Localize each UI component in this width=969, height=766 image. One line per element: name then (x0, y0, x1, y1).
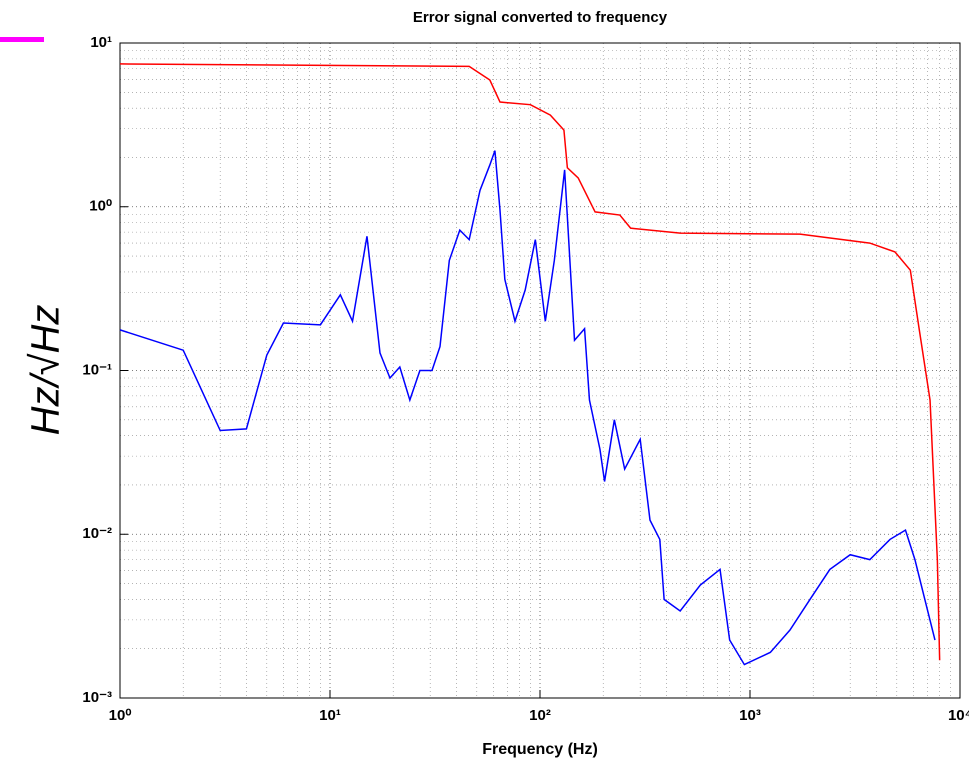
legend-fragment (0, 37, 44, 42)
y-tick-label: 10¹ (90, 34, 112, 51)
y-tick-label: 10⁰ (89, 198, 112, 215)
y-tick-label: 10⁻³ (82, 689, 112, 706)
y-tick-label: 10⁻² (82, 525, 112, 542)
plot-frame (119, 42, 961, 699)
x-axis-label: Frequency (Hz) (482, 741, 598, 758)
x-tick-label: 10⁴ (948, 707, 969, 724)
y-axis-label: Hz/√Hz (24, 305, 68, 436)
x-tick-label: 10¹ (319, 707, 341, 724)
data-line (119, 63, 941, 661)
y-tick-label: 10⁻¹ (82, 361, 112, 378)
data-line (119, 150, 936, 666)
x-tick-label: 10⁰ (109, 707, 132, 724)
x-tick-label: 10² (529, 707, 551, 724)
x-tick-label: 10³ (739, 707, 761, 724)
chart-title: Error signal converted to frequency (413, 9, 668, 26)
